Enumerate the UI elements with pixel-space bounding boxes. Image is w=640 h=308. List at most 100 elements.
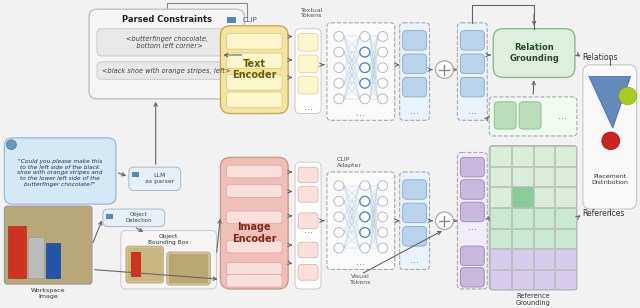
Bar: [5, 207, 91, 283]
Bar: [534, 208, 554, 228]
FancyBboxPatch shape: [298, 76, 318, 94]
Circle shape: [378, 94, 388, 104]
FancyBboxPatch shape: [166, 252, 211, 285]
Bar: [490, 187, 511, 207]
Bar: [556, 270, 577, 290]
Text: References: References: [582, 209, 624, 218]
Circle shape: [334, 243, 344, 253]
Circle shape: [334, 94, 344, 104]
Circle shape: [378, 212, 388, 222]
Bar: [556, 146, 577, 166]
FancyBboxPatch shape: [460, 268, 484, 287]
FancyBboxPatch shape: [126, 246, 164, 283]
Text: Object
Detection: Object Detection: [125, 213, 152, 223]
Bar: [46, 243, 60, 278]
Circle shape: [378, 243, 388, 253]
FancyBboxPatch shape: [89, 9, 244, 99]
Bar: [534, 146, 554, 166]
Bar: [511, 167, 532, 186]
FancyBboxPatch shape: [220, 26, 288, 114]
FancyBboxPatch shape: [460, 246, 484, 265]
Text: Relation
Grounding: Relation Grounding: [509, 43, 559, 63]
FancyBboxPatch shape: [489, 97, 577, 136]
FancyBboxPatch shape: [460, 77, 484, 97]
FancyBboxPatch shape: [327, 172, 395, 270]
FancyBboxPatch shape: [121, 230, 216, 289]
Bar: [490, 229, 511, 248]
Bar: [534, 167, 554, 186]
Text: ...: ...: [468, 221, 477, 232]
FancyBboxPatch shape: [403, 180, 426, 199]
FancyBboxPatch shape: [403, 30, 426, 50]
Bar: [132, 172, 139, 177]
FancyBboxPatch shape: [227, 211, 282, 224]
Circle shape: [334, 181, 344, 191]
Circle shape: [360, 79, 370, 88]
Bar: [556, 208, 577, 228]
Circle shape: [378, 79, 388, 88]
Circle shape: [334, 47, 344, 57]
Circle shape: [334, 32, 344, 41]
FancyBboxPatch shape: [399, 23, 429, 120]
FancyBboxPatch shape: [460, 202, 484, 222]
FancyBboxPatch shape: [494, 102, 516, 129]
Bar: [490, 167, 511, 186]
Bar: [534, 229, 554, 248]
FancyBboxPatch shape: [298, 187, 318, 202]
FancyBboxPatch shape: [227, 53, 282, 69]
Text: Relations: Relations: [582, 53, 618, 63]
Text: Visual
Tokens: Visual Tokens: [350, 274, 371, 285]
FancyBboxPatch shape: [403, 203, 426, 223]
Text: Image
Encoder: Image Encoder: [232, 222, 276, 244]
Bar: [556, 229, 577, 248]
FancyBboxPatch shape: [403, 77, 426, 97]
FancyBboxPatch shape: [460, 180, 484, 199]
Circle shape: [360, 243, 370, 253]
FancyBboxPatch shape: [460, 54, 484, 74]
Polygon shape: [589, 76, 630, 128]
FancyBboxPatch shape: [103, 209, 164, 227]
Bar: [534, 270, 554, 290]
Text: Parsed Constraints: Parsed Constraints: [122, 15, 212, 24]
Circle shape: [360, 63, 370, 73]
FancyBboxPatch shape: [583, 65, 637, 209]
Bar: [490, 146, 511, 166]
Bar: [28, 237, 44, 278]
Text: ...: ...: [410, 106, 419, 116]
FancyBboxPatch shape: [227, 240, 282, 253]
Bar: [534, 249, 554, 269]
Circle shape: [360, 212, 370, 222]
Text: "Could you please make this
to the left side of the black
shoe with orange strip: "Could you please make this to the left …: [17, 159, 103, 187]
FancyBboxPatch shape: [227, 75, 282, 90]
Bar: [511, 249, 532, 269]
Bar: [511, 208, 532, 228]
Circle shape: [360, 32, 370, 41]
FancyBboxPatch shape: [298, 242, 318, 258]
Circle shape: [435, 61, 453, 79]
FancyBboxPatch shape: [227, 185, 282, 197]
Text: ...: ...: [356, 257, 365, 267]
FancyBboxPatch shape: [220, 157, 288, 289]
Circle shape: [378, 181, 388, 191]
Text: ...: ...: [356, 107, 365, 118]
Bar: [227, 17, 236, 23]
Circle shape: [334, 63, 344, 73]
FancyBboxPatch shape: [295, 29, 321, 114]
FancyBboxPatch shape: [97, 29, 236, 56]
Text: Workspace
Image: Workspace Image: [31, 289, 65, 299]
Circle shape: [378, 32, 388, 41]
Bar: [169, 254, 209, 283]
FancyBboxPatch shape: [458, 23, 487, 120]
FancyBboxPatch shape: [458, 152, 487, 289]
Circle shape: [360, 197, 370, 206]
Circle shape: [360, 47, 370, 57]
FancyBboxPatch shape: [399, 172, 429, 270]
Circle shape: [360, 94, 370, 104]
FancyBboxPatch shape: [493, 29, 575, 77]
Bar: [511, 229, 532, 248]
Bar: [128, 248, 162, 281]
FancyBboxPatch shape: [460, 157, 484, 177]
Text: ...: ...: [303, 102, 312, 112]
FancyBboxPatch shape: [227, 34, 282, 49]
FancyBboxPatch shape: [4, 138, 116, 204]
